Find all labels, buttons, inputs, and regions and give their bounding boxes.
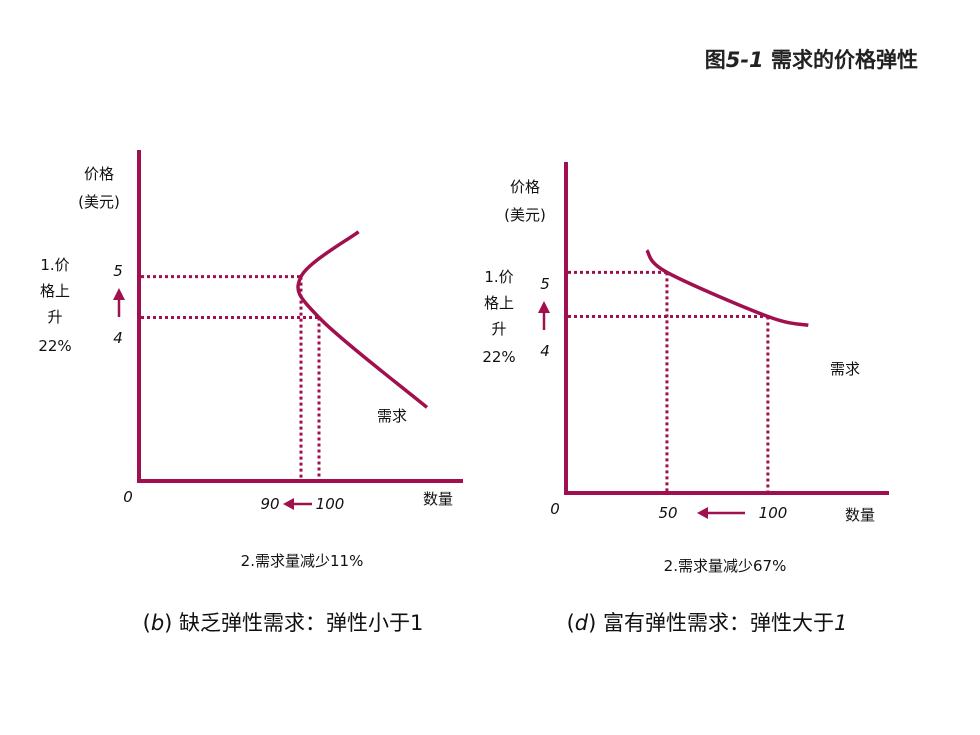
- figure-title-text: 需求的价格弹性: [763, 48, 918, 72]
- price-change-line4: 22%: [482, 348, 515, 366]
- x-axis-label: 数量: [845, 506, 875, 524]
- quantity-change-label: 2.需求量减少67%: [664, 557, 787, 575]
- x-tick-50: 50: [658, 504, 677, 522]
- price-up-arrow: [113, 288, 125, 317]
- x-axis-label: 数量: [423, 490, 453, 508]
- price-change-line2: 格上: [40, 282, 70, 300]
- caption-open: (: [567, 611, 575, 635]
- demand-curve: [645, 249, 809, 328]
- y-tick-5: 5: [540, 275, 550, 293]
- figure-title: 图5-1 需求的价格弹性: [705, 44, 918, 74]
- demand-curve-label: 需求: [830, 360, 860, 378]
- caption-text: ) 缺乏弹性需求：弹性小于1: [164, 611, 423, 635]
- y-axis-label-line2: (美元): [78, 193, 120, 211]
- price-change-line1: 1.价: [484, 268, 513, 286]
- caption-number: 1: [834, 611, 847, 635]
- panel-inelastic: 价格 (美元) 5 4 1.价 格上 升 22% 0 90 100 数量 需求 …: [38, 150, 463, 635]
- guide-lines: [568, 270, 770, 491]
- guide-lines: [141, 275, 321, 479]
- panel-elastic: 价格 (美元) 5 4 1.价 格上 升 22% 0 50 100 数量 需求 …: [482, 162, 889, 635]
- caption-elastic: (d) 富有弹性需求：弹性大于1: [567, 611, 848, 635]
- demand-curve-label: 需求: [377, 407, 407, 425]
- figure-title-number: 5-1: [725, 48, 764, 72]
- y-tick-4: 4: [540, 342, 550, 360]
- quantity-decrease-arrow: [283, 498, 312, 510]
- price-change-line2: 格上: [484, 294, 514, 312]
- x-tick-90: 90: [260, 495, 279, 513]
- x-tick-100: 100: [316, 495, 345, 513]
- caption-text: ) 富有弹性需求：弹性大于: [588, 611, 834, 635]
- caption-letter: b: [151, 611, 164, 635]
- y-axis-label-line2: (美元): [504, 206, 546, 224]
- price-up-arrow: [538, 301, 550, 330]
- origin-label: 0: [550, 500, 560, 518]
- price-change-line1: 1.价: [40, 256, 69, 274]
- y-axis-label-line1: 价格: [510, 178, 540, 196]
- price-change-line3: 升: [47, 308, 62, 326]
- origin-label: 0: [123, 488, 133, 506]
- price-change-line4: 22%: [38, 337, 71, 355]
- y-tick-5: 5: [113, 262, 123, 280]
- x-tick-100: 100: [759, 504, 788, 522]
- figure-title-prefix: 图: [704, 48, 726, 72]
- y-axis-label-line1: 价格: [84, 165, 114, 183]
- y-tick-4: 4: [113, 329, 123, 347]
- quantity-decrease-arrow: [697, 507, 745, 519]
- caption-letter: d: [575, 611, 589, 635]
- caption-inelastic: (b) 缺乏弹性需求：弹性小于1: [143, 611, 424, 635]
- demand-curve: [296, 230, 429, 409]
- caption-open: (: [143, 611, 151, 635]
- quantity-change-label: 2.需求量减少11%: [241, 552, 364, 570]
- price-change-line3: 升: [491, 320, 506, 338]
